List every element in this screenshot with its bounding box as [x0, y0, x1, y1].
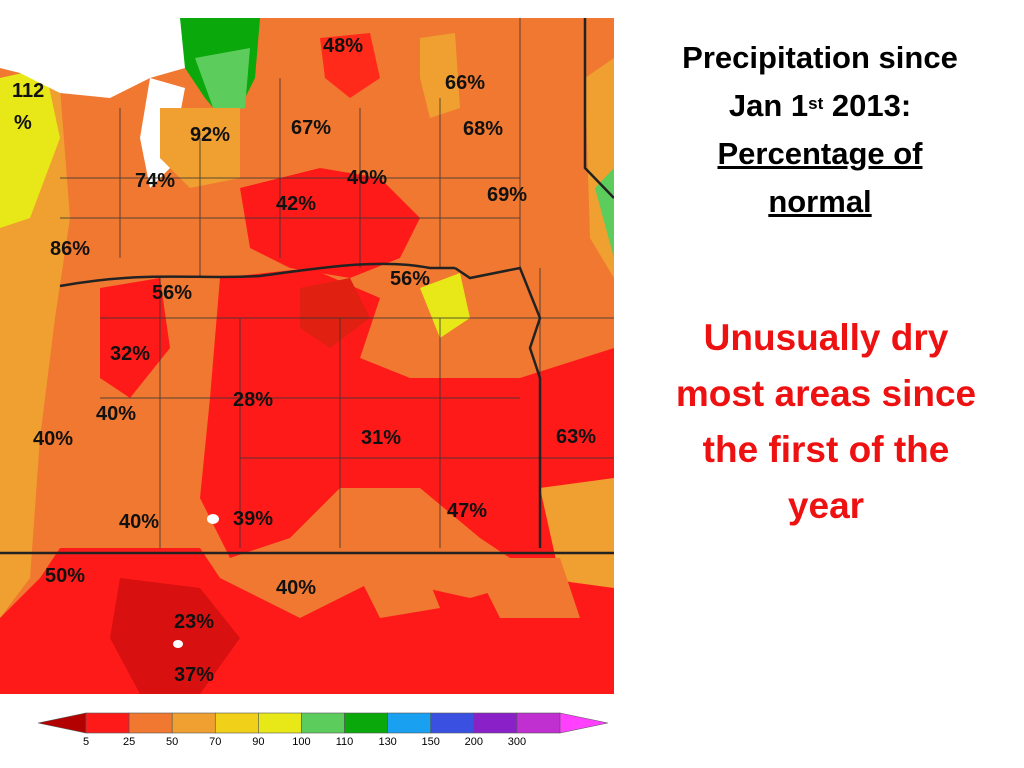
title-line-3: Percentage of — [717, 136, 923, 171]
map-label: 74% — [135, 170, 176, 192]
legend-high-arrow — [559, 712, 609, 734]
note-line-3: the first of the — [702, 429, 950, 470]
map-label: 50% — [45, 565, 86, 587]
map-label: 86% — [50, 238, 91, 260]
legend-tick-label: 100 — [292, 736, 311, 748]
slide-title: Precipitation since Jan 1st 2013: Percen… — [630, 34, 1010, 226]
note-line-1: Unusually dry — [703, 317, 949, 358]
legend-tick-label: 300 — [507, 736, 527, 748]
legend-swatch — [214, 712, 259, 734]
legend-swatch — [430, 712, 475, 734]
map-label: 40% — [119, 511, 160, 533]
map-label: 47% — [447, 500, 488, 522]
legend-tick-label: 70 — [209, 736, 222, 748]
map-label: 31% — [361, 427, 402, 449]
map-label: 42% — [276, 193, 317, 215]
map-label: 23% — [174, 611, 215, 633]
legend-tick-label: 150 — [421, 736, 440, 748]
legend-swatch — [85, 712, 130, 734]
legend-tick-label: 110 — [335, 736, 354, 748]
map-label: 67% — [291, 117, 332, 139]
legend-swatch — [516, 712, 561, 734]
note-line-2: most areas since — [675, 373, 977, 414]
map-label: 112 — [12, 80, 45, 102]
legend-swatch — [344, 712, 388, 734]
title-line-1: Precipitation since — [682, 40, 958, 75]
map-label: 92% — [190, 124, 231, 146]
legend-swatch — [387, 712, 432, 734]
title-line-2-prefix: Jan 1 — [728, 88, 809, 123]
summary-note: Unusually dry most areas since the first… — [636, 310, 1016, 534]
title-line-4: normal — [768, 184, 872, 219]
map-label: 37% — [174, 664, 215, 686]
map-label: 69% — [487, 184, 528, 206]
map-label: 48% — [323, 35, 364, 57]
color-legend: 5 25 50 70 90 100 110 130 150 200 300 — [37, 710, 609, 750]
map-label: 68% — [463, 118, 504, 140]
legend-tick-label: 50 — [166, 736, 179, 748]
map-label: 40% — [276, 577, 317, 599]
precipitation-map — [0, 18, 614, 694]
title-superscript: st — [808, 94, 824, 113]
legend-tick-label: 90 — [252, 736, 265, 748]
map-graphic — [0, 18, 614, 694]
map-label: 39% — [233, 508, 274, 530]
legend-colorbar — [37, 712, 609, 734]
legend-tick-label: 130 — [378, 736, 397, 748]
map-label: 40% — [347, 167, 388, 189]
map-label: 66% — [445, 72, 486, 94]
legend-low-arrow — [37, 712, 87, 734]
map-label: 56% — [152, 282, 193, 304]
title-line-2-suffix: 2013: — [823, 88, 912, 123]
legend-tick-label: 200 — [464, 736, 483, 748]
note-line-4: year — [787, 485, 865, 526]
legend-swatch — [301, 712, 345, 734]
map-label: 32% — [110, 343, 151, 365]
legend-tick-label: 25 — [122, 736, 136, 748]
map-label: 40% — [96, 403, 137, 425]
legend-swatch — [258, 712, 302, 734]
map-label: 40% — [33, 428, 74, 450]
map-label: 63% — [556, 426, 597, 448]
legend-tick-label: 5 — [82, 736, 90, 748]
legend-swatch — [128, 712, 173, 734]
map-label: % — [14, 112, 32, 134]
legend-swatch — [171, 712, 216, 734]
map-label: 56% — [390, 268, 431, 290]
legend-swatch — [473, 712, 518, 734]
map-label: 28% — [233, 389, 274, 411]
